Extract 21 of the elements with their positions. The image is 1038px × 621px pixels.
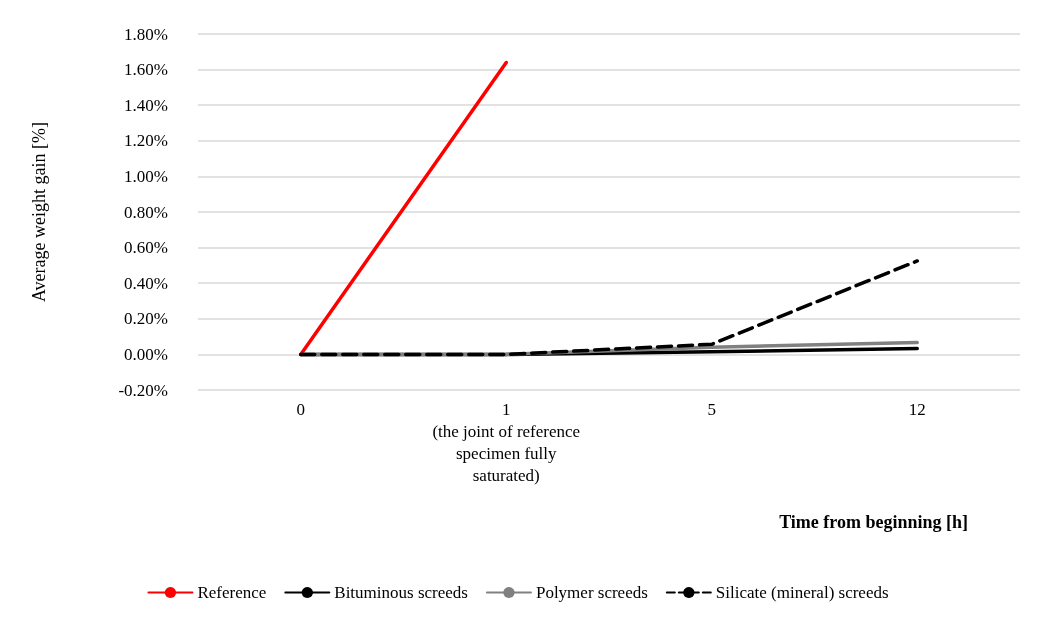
y-tick-label: 0.20% — [124, 309, 168, 329]
y-tick-label: 1.40% — [124, 95, 168, 115]
y-tick-label: 1.80% — [124, 24, 168, 44]
x-tick-label: 12 — [908, 399, 926, 419]
y-tick-label: 0.00% — [124, 344, 168, 364]
y-tick-label: 0.60% — [124, 238, 168, 258]
x-tick-label: 1 (the joint of reference specimen fully saturated) — [432, 399, 581, 485]
legend-label: Polymer screeds — [535, 583, 648, 602]
y-axis-title: Average weight gain [%] — [29, 121, 49, 303]
x-tick-label: 0 — [296, 399, 305, 419]
legend-label: Silicate (mineral) screeds — [715, 583, 889, 602]
legend-label: Reference — [197, 583, 267, 602]
x-axis-title: Time from beginning [h] — [779, 512, 969, 532]
legend-label: Bituminous screeds — [334, 583, 468, 602]
y-tick-label: 0.80% — [124, 202, 168, 222]
x-tick-label: 5 — [707, 399, 716, 419]
y-tick-label: 0.40% — [124, 273, 168, 293]
y-tick-label: 1.60% — [124, 60, 168, 80]
y-tick-label: 1.00% — [124, 166, 168, 186]
y-tick-label: 1.20% — [124, 131, 168, 151]
y-tick-label: -0.20% — [118, 380, 168, 400]
